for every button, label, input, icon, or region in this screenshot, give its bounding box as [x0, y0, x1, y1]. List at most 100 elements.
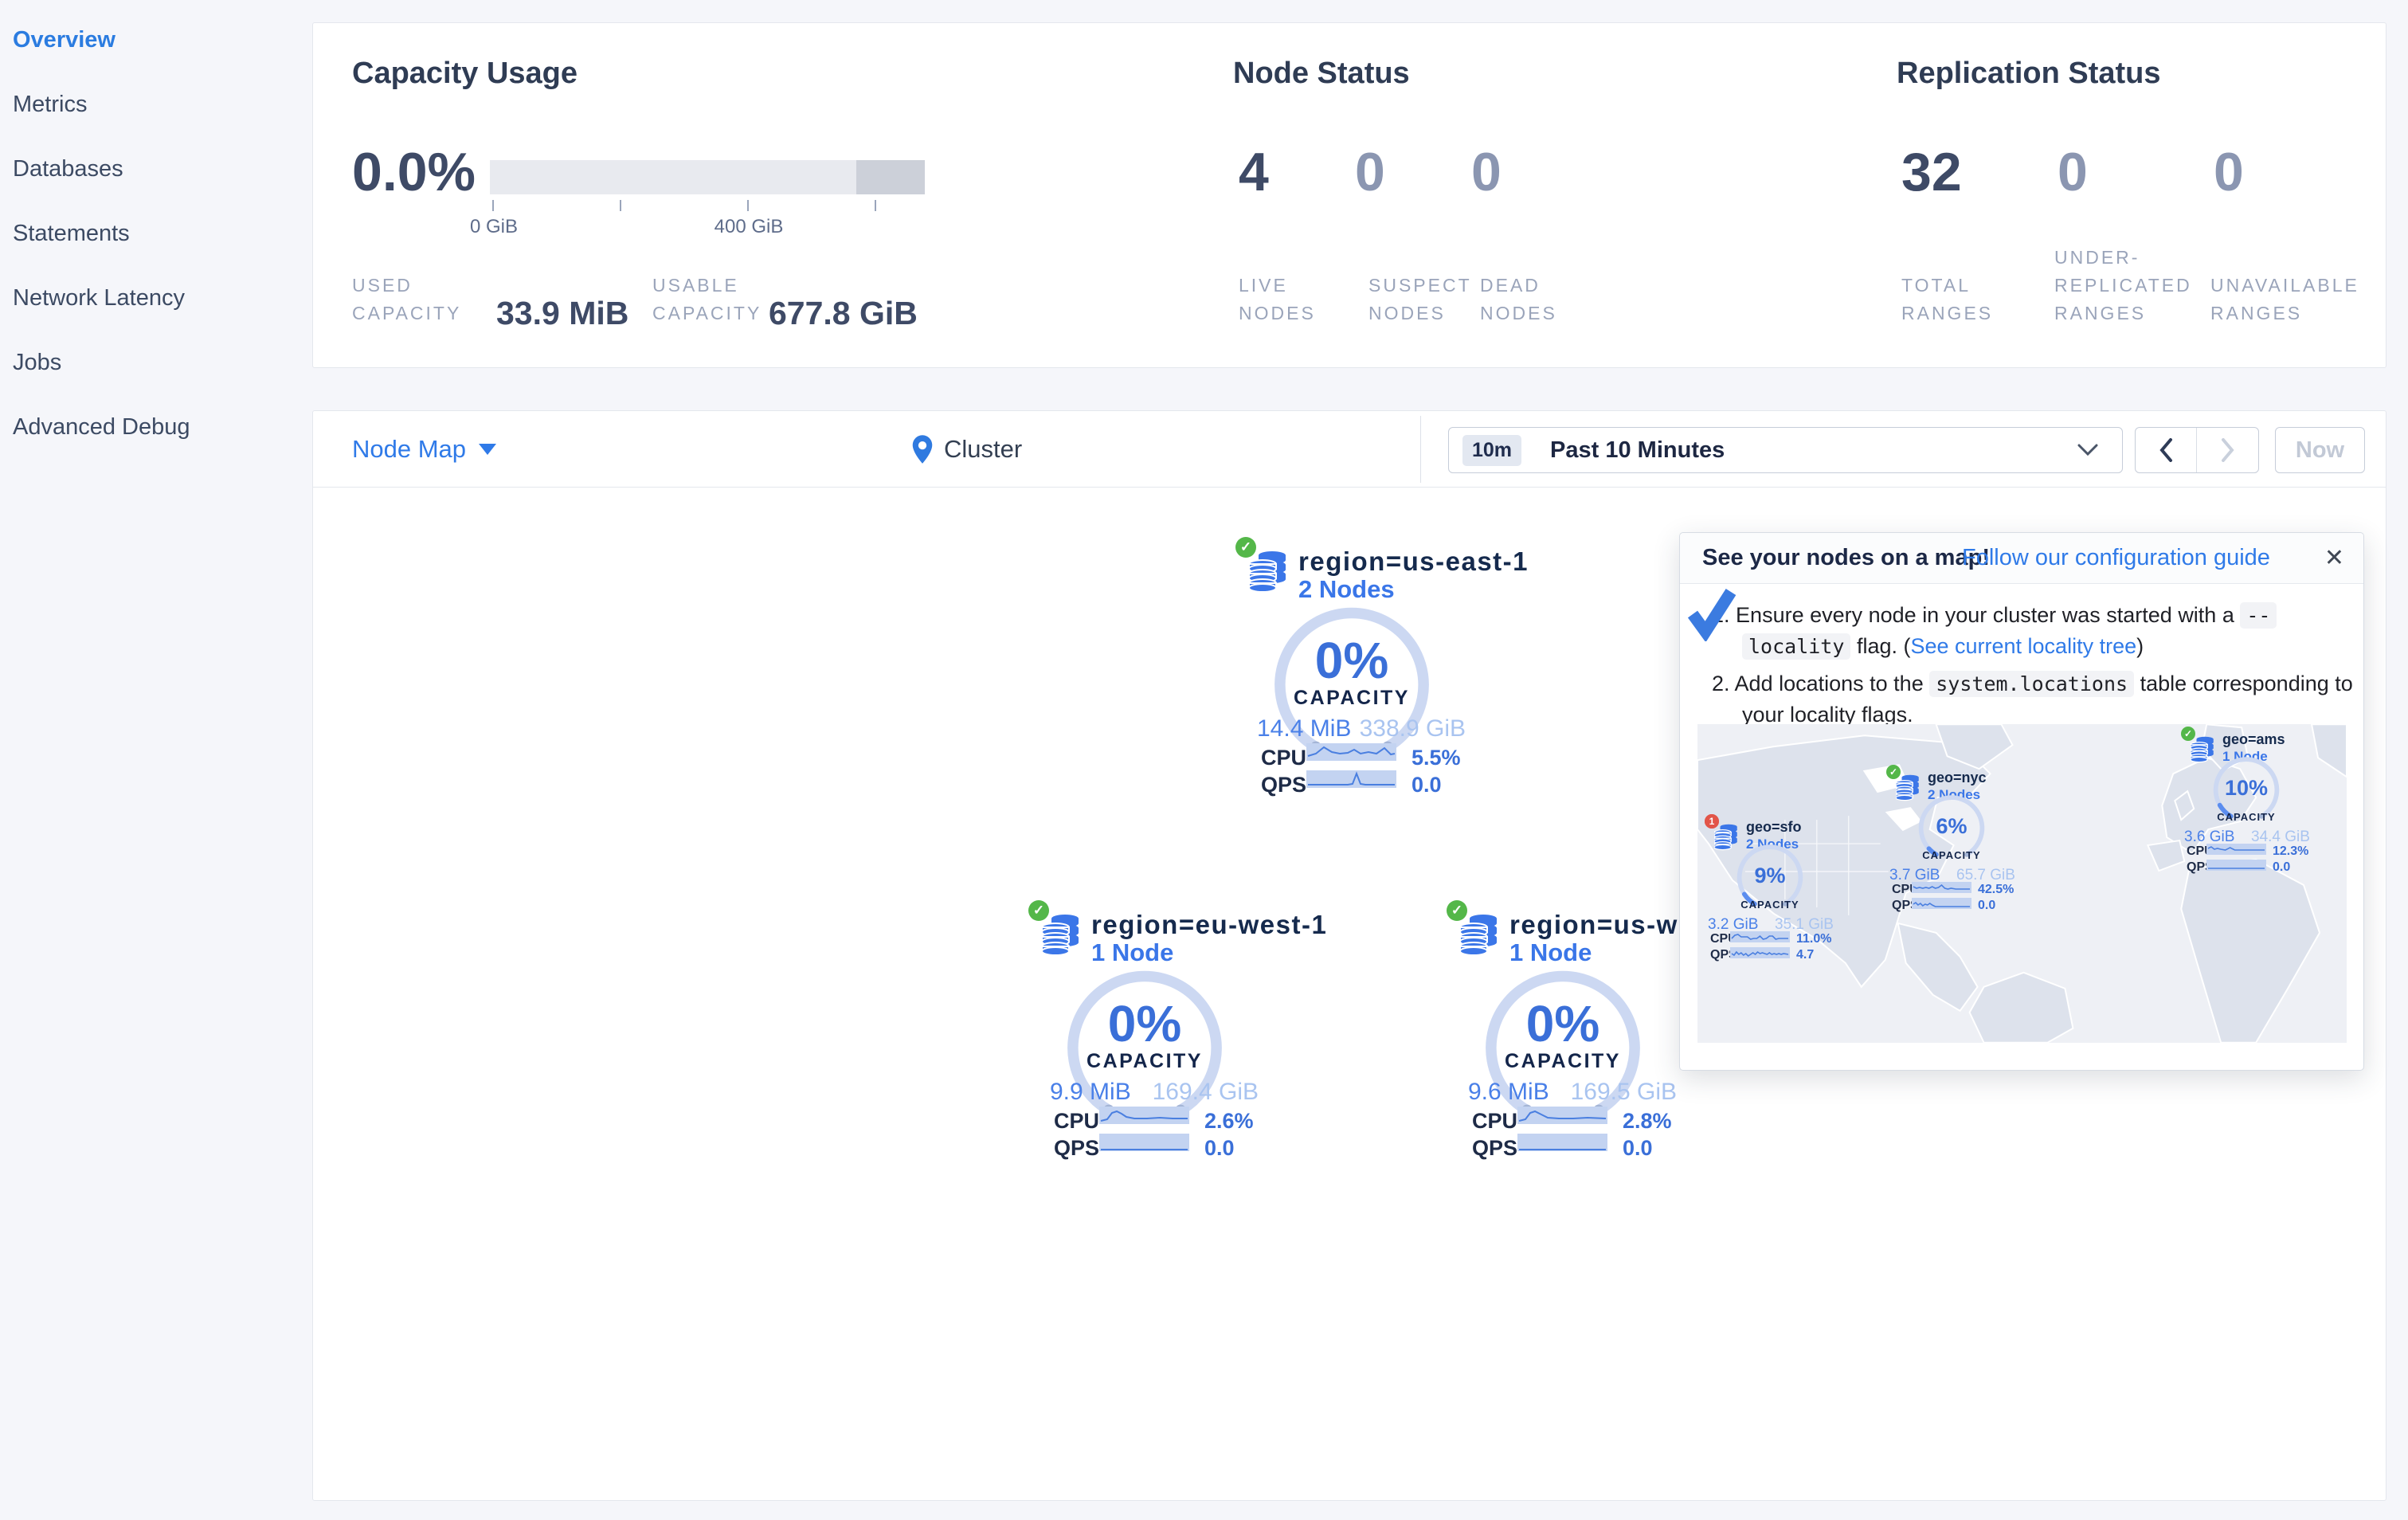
chevron-down-icon — [2077, 444, 2098, 456]
healthy-check-icon: ✓ — [1028, 900, 1049, 921]
qps-label: QPS — [1054, 1136, 1100, 1160]
geo-title: geo=ams — [2222, 731, 2285, 747]
total-capacity: 65.7 GiB — [1956, 867, 2015, 883]
cpu-value: 2.8% — [1623, 1109, 1672, 1133]
qps-label: QPS — [1261, 773, 1307, 797]
capacity-tick — [492, 200, 494, 211]
healthy-check-icon: ✓ — [2181, 727, 2195, 741]
under-replicated-count: 0 — [2058, 142, 2088, 202]
qps-label: QPS — [1472, 1136, 1518, 1160]
region-nodes-link[interactable]: 2 Nodes — [1298, 575, 1395, 603]
map-pin-icon — [912, 435, 933, 464]
sidebar: Overview Metrics Databases Statements Ne… — [0, 0, 312, 1520]
time-next-button[interactable] — [2197, 428, 2258, 472]
region-title: region=eu-west-1 — [1091, 910, 1328, 939]
qps-sparkline — [1912, 898, 1971, 909]
time-range-label: Past 10 Minutes — [1550, 437, 1725, 463]
now-button[interactable]: Now — [2275, 427, 2365, 473]
capacity-usage-title: Capacity Usage — [352, 57, 578, 90]
step1-text: Ensure every node in your cluster was st… — [1736, 603, 2234, 627]
cpu-label: CPU — [1472, 1109, 1518, 1133]
view-selector-dropdown[interactable]: Node Map — [352, 411, 497, 488]
locality-tree-link[interactable]: See current locality tree — [1910, 634, 2137, 658]
capacity-gauge — [1732, 842, 1808, 912]
qps-sparkline — [1730, 947, 1790, 958]
geo-title: geo=sfo — [1746, 819, 1802, 835]
healthy-check-icon: ✓ — [1235, 537, 1256, 558]
capacity-bar — [490, 160, 925, 194]
qps-sparkline — [1306, 770, 1396, 788]
qps-value: 0.0 — [1978, 899, 1996, 912]
sidebar-item-advanced-debug[interactable]: Advanced Debug — [13, 414, 190, 440]
capacity-bar-other-segment — [856, 160, 925, 194]
sidebar-item-databases[interactable]: Databases — [13, 156, 123, 182]
qps-value: 0.0 — [2273, 860, 2291, 874]
capacity-gauge — [2208, 754, 2285, 825]
toolbar-divider — [1420, 416, 1421, 483]
qps-value: 4.7 — [1796, 948, 1815, 962]
used-capacity: 3.6 GiB — [2184, 829, 2235, 845]
capacity-gauge — [1913, 793, 1990, 863]
cpu-value: 11.0% — [1796, 932, 1832, 946]
world-map — [1697, 724, 2347, 1043]
time-prev-button[interactable] — [2136, 428, 2197, 472]
sidebar-item-jobs[interactable]: Jobs — [13, 350, 62, 375]
node-map-config-popup: See your nodes on a map! Follow our conf… — [1679, 532, 2364, 1071]
region-nodes-link[interactable]: 1 Node — [1091, 938, 1174, 966]
capacity-tick — [875, 200, 876, 211]
qps-value: 0.0 — [1623, 1136, 1653, 1160]
total-ranges-count: 32 — [1901, 142, 1962, 202]
under-replicated-label: UNDER-REPLICATED RANGES — [2054, 247, 2192, 323]
cpu-label: CPU — [1054, 1109, 1100, 1133]
step2-number: 2. — [1712, 672, 1730, 695]
time-range-badge: 10m — [1462, 434, 1522, 466]
used-capacity-value: 33.9 MiB — [496, 295, 629, 331]
breadcrumb[interactable]: Cluster — [910, 411, 1022, 488]
cpu-value: 2.6% — [1204, 1109, 1254, 1133]
cpu-sparkline — [2206, 844, 2266, 855]
database-stack-icon — [1042, 915, 1080, 956]
database-stack-icon — [1460, 915, 1498, 956]
time-range-select[interactable]: 10m Past 10 Minutes — [1448, 427, 2123, 473]
step1-code: -- — [2240, 602, 2277, 629]
dead-nodes-label: DEAD NODES — [1480, 275, 1557, 323]
qps-sparkline — [1099, 1134, 1189, 1151]
capacity-label: CAPACITY — [1505, 1050, 1621, 1072]
popup-title: See your nodes on a map! — [1702, 545, 1990, 570]
total-capacity: 169.5 GiB — [1570, 1079, 1677, 1105]
healthy-check-icon: ✓ — [1447, 900, 1467, 921]
capacity-label: CAPACITY — [1294, 687, 1410, 709]
total-capacity: 35.1 GiB — [1775, 916, 1834, 933]
capacity-label: CAPACITY — [1087, 1050, 1203, 1072]
replication-status-title: Replication Status — [1897, 57, 2161, 90]
capacity-label: CAPACITY — [1922, 849, 1981, 861]
capacity-tick-label-400: 400 GiB — [714, 216, 784, 237]
qps-value: 0.0 — [1412, 773, 1442, 797]
healthy-check-icon: ✓ — [1886, 765, 1901, 779]
sidebar-item-overview[interactable]: Overview — [13, 27, 116, 53]
config-guide-link[interactable]: Follow our configuration guide — [1962, 545, 2270, 570]
step2-text: table corresponding to — [2140, 672, 2353, 695]
step1-text: ) — [2136, 634, 2144, 658]
view-selector-label: Node Map — [352, 435, 467, 463]
sidebar-item-statements[interactable]: Statements — [13, 221, 130, 246]
sidebar-item-metrics[interactable]: Metrics — [13, 92, 88, 117]
cpu-sparkline — [1912, 882, 1971, 893]
unavailable-ranges-count: 0 — [2214, 142, 2244, 202]
cpu-sparkline — [1306, 743, 1396, 761]
node-status-title: Node Status — [1233, 57, 1410, 90]
cpu-value: 5.5% — [1412, 746, 1461, 770]
suspect-nodes-count: 0 — [1355, 142, 1385, 202]
usable-capacity-label: USABLE CAPACITY — [652, 275, 762, 323]
live-nodes-label: LIVE NODES — [1239, 275, 1316, 323]
used-capacity: 3.2 GiB — [1708, 916, 1759, 933]
region-nodes-link[interactable]: 1 Node — [1509, 938, 1592, 966]
capacity-percent: 6% — [1936, 814, 1968, 838]
chevron-down-icon — [479, 444, 497, 455]
capacity-percent: 0.0% — [352, 142, 476, 202]
step2-text: Add locations to the — [1734, 672, 1924, 695]
sidebar-item-network-latency[interactable]: Network Latency — [13, 285, 185, 311]
close-icon[interactable]: ✕ — [2324, 545, 2344, 571]
error-badge: 1 — [1705, 814, 1719, 829]
used-capacity-label: USED CAPACITY — [352, 275, 462, 323]
